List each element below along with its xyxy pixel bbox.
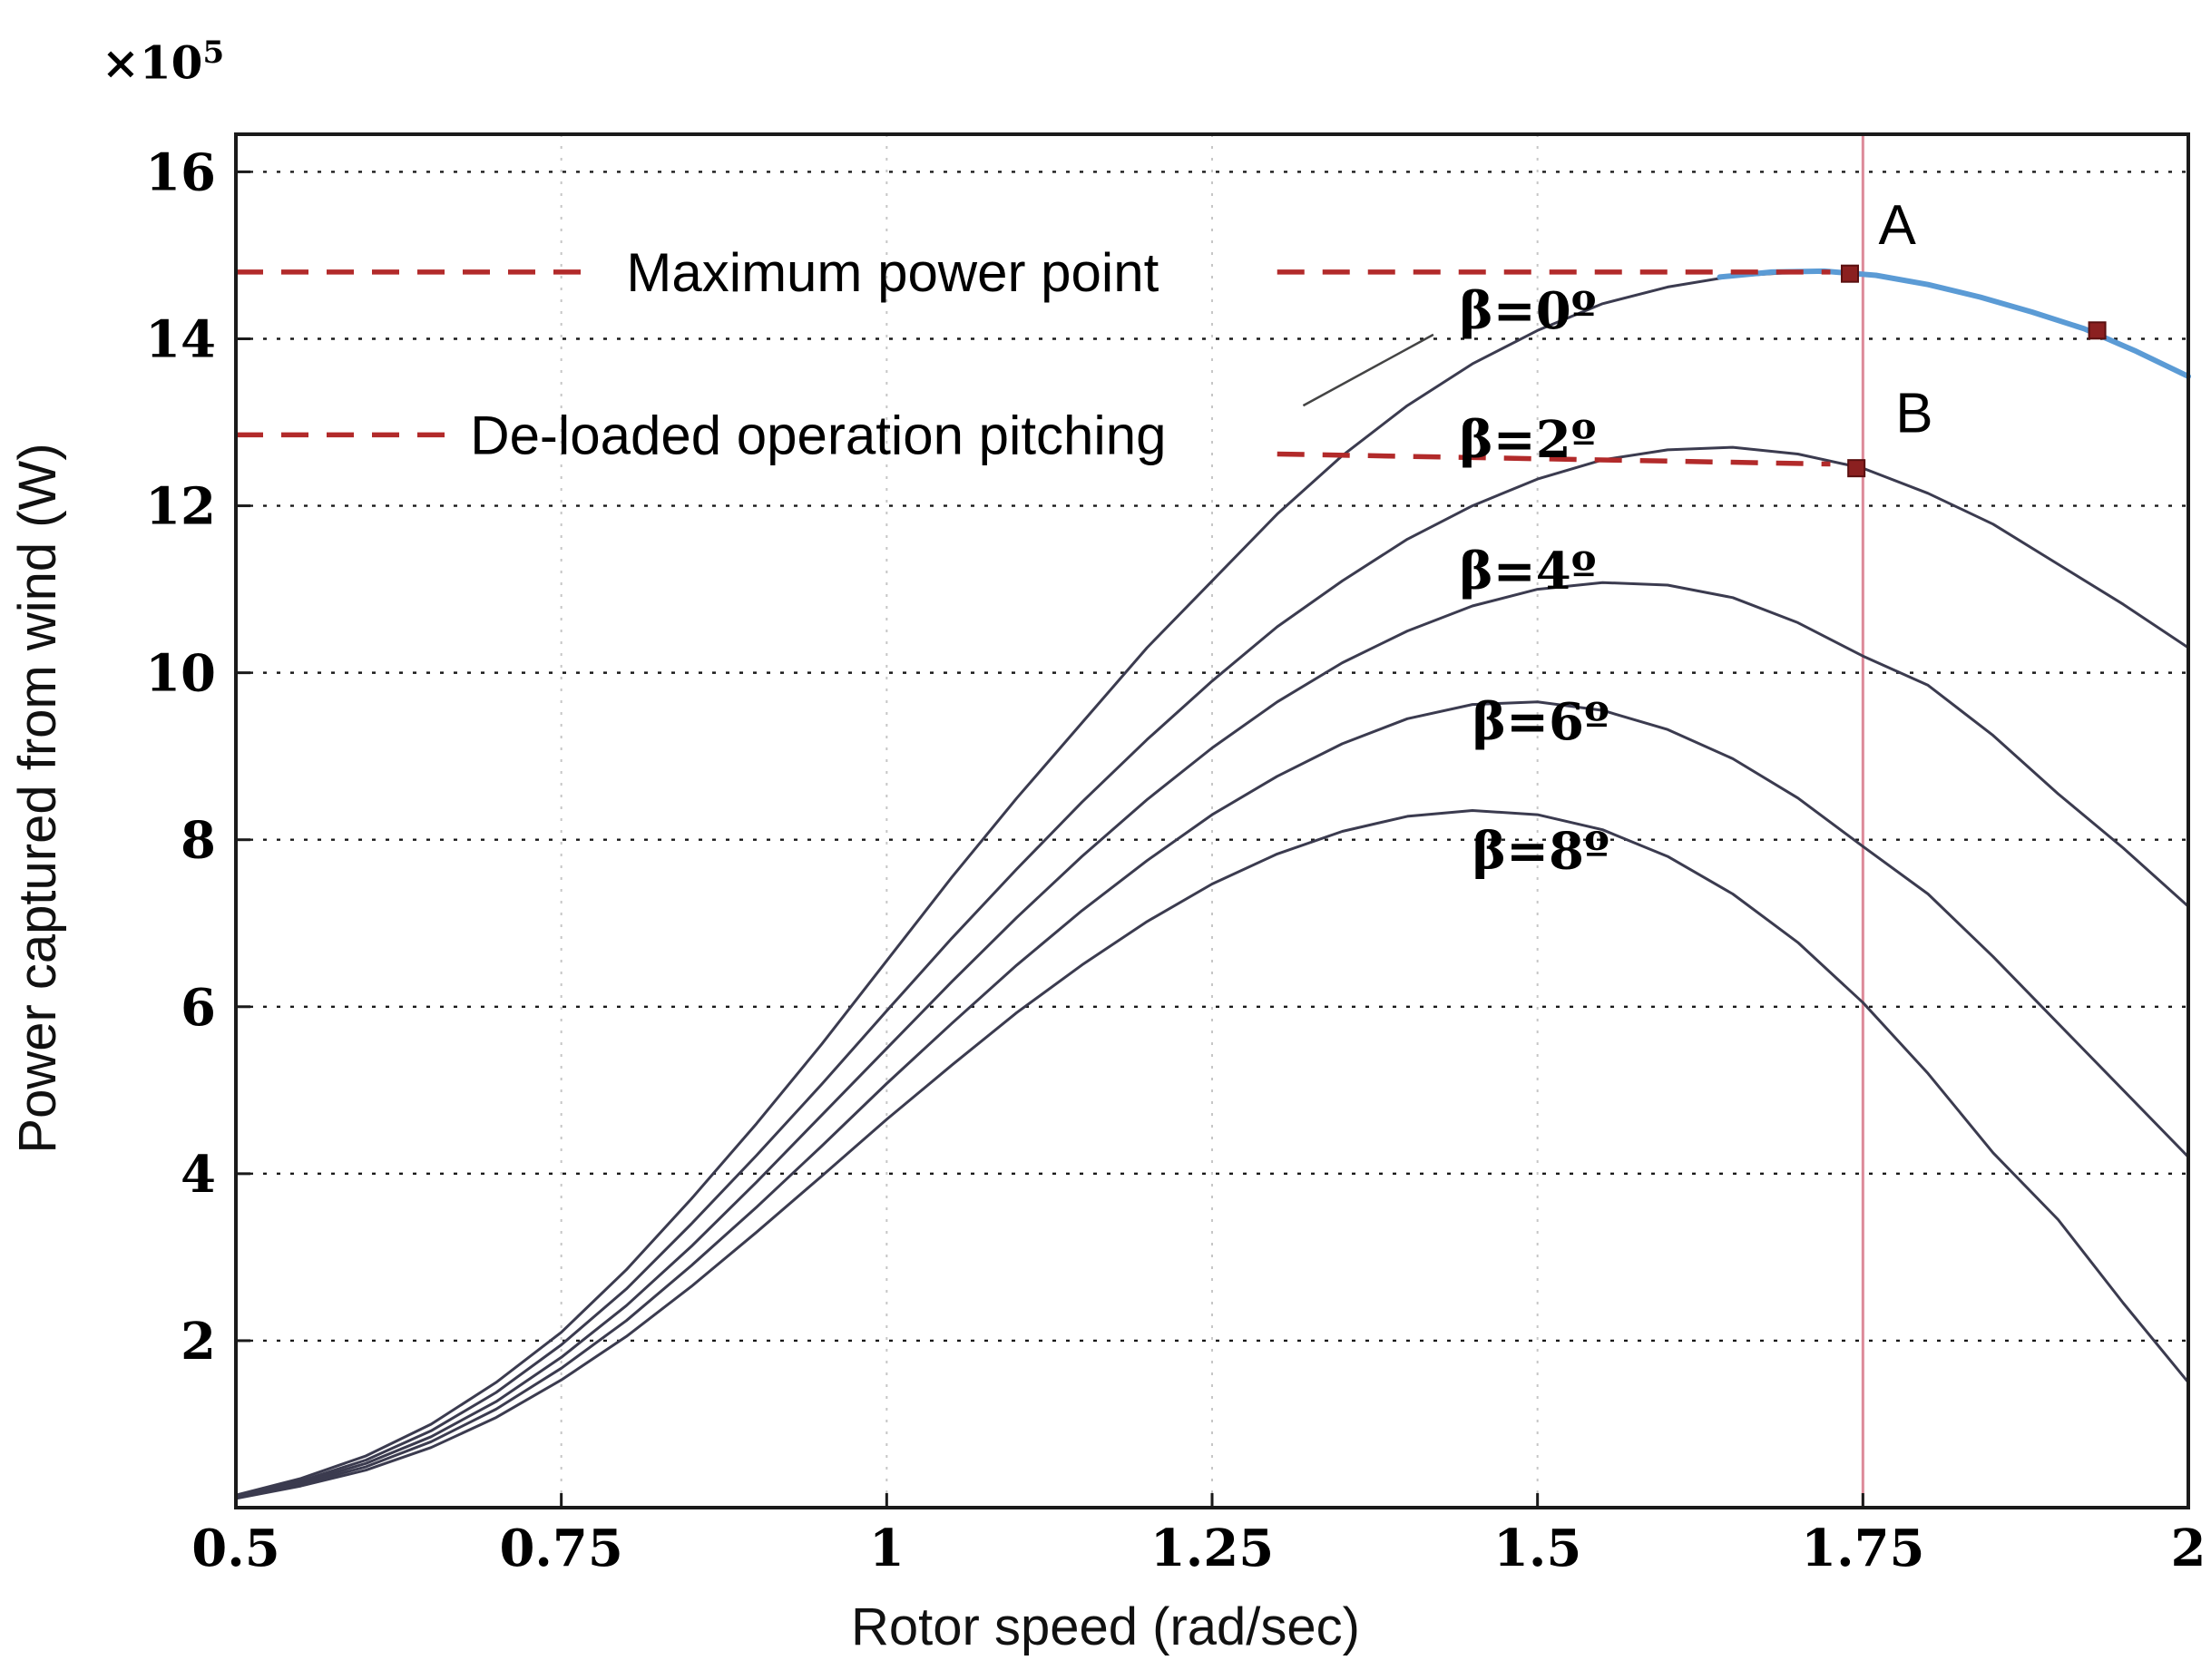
point-A-letter: A xyxy=(1879,194,1917,257)
point-locus-marker xyxy=(2088,321,2107,340)
deloaded-dash-right xyxy=(1277,451,1831,467)
x-tick-label: 1.75 xyxy=(1801,1519,1924,1578)
y-tick-label: 10 xyxy=(145,644,216,704)
x-tick-label: 1.25 xyxy=(1150,1519,1274,1578)
point-B-letter: B xyxy=(1895,382,1932,444)
x-tick-label: 0.75 xyxy=(499,1519,622,1578)
point-B-marker xyxy=(1847,459,1866,478)
beta-0-label: β=0º xyxy=(1460,281,1597,341)
beta-2-label: β=2º xyxy=(1460,410,1597,470)
point-A-marker xyxy=(1840,264,1859,283)
x-tick-label: 2 xyxy=(2171,1519,2206,1578)
beta-0-curve xyxy=(234,270,1864,1497)
y-tick-label: 8 xyxy=(181,811,216,871)
multiplier-exponent: 5 xyxy=(202,34,225,71)
y-axis-multiplier: ×105 xyxy=(102,34,224,90)
beta-8-curve xyxy=(234,809,2190,1500)
max-power-label: Maximum power point xyxy=(626,242,1159,303)
annotations: Maximum power point De-loaded operation p… xyxy=(236,242,1831,467)
y-tick-label: 6 xyxy=(181,978,216,1038)
y-tick-label: 2 xyxy=(181,1312,216,1372)
beta-4-label: β=4º xyxy=(1460,542,1597,601)
beta-0-leader-line xyxy=(1302,333,1434,407)
y-axis-title: Power captured from wind (W) xyxy=(8,443,67,1154)
y-tick-label: 16 xyxy=(145,142,216,202)
operating-points: AB xyxy=(1840,194,2107,478)
y-tick-label: 14 xyxy=(145,309,216,369)
y-tick-label: 12 xyxy=(145,477,216,537)
curve-labels: β=8º β=6º β=4º β=2º β=0º xyxy=(1302,281,1609,882)
multiplier-mantissa: ×10 xyxy=(102,35,203,90)
x-tick-label: 0.5 xyxy=(191,1519,279,1578)
x-tick-label: 1.5 xyxy=(1493,1519,1581,1578)
x-tick-label: 1 xyxy=(869,1519,905,1578)
beta-8-label: β=8º xyxy=(1472,822,1609,882)
x-axis-title: Rotor speed (rad/sec) xyxy=(851,1597,1360,1656)
beta-6-label: β=6º xyxy=(1472,692,1609,752)
axes: 0.5 0.75 1 1.25 1.5 1.75 2 2 4 6 8 10 12 14 16 xyxy=(145,132,2206,1578)
deloaded-label: De-loaded operation pitching xyxy=(470,405,1166,465)
beta-4-curve xyxy=(234,581,2190,1499)
y-tick-label: 4 xyxy=(181,1145,216,1205)
beta-6-curve xyxy=(234,700,2190,1499)
